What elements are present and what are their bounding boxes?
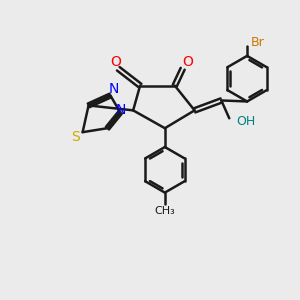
Text: O: O [110, 55, 121, 69]
Text: OH: OH [236, 115, 255, 128]
Text: N: N [116, 103, 126, 117]
Text: N: N [108, 82, 118, 96]
Text: Br: Br [251, 35, 265, 49]
Text: S: S [71, 130, 80, 144]
Text: O: O [182, 55, 193, 69]
Text: CH₃: CH₃ [154, 206, 175, 216]
